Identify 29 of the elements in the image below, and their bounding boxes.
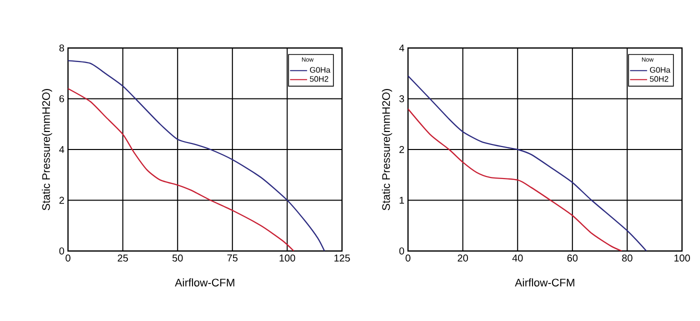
y-tick-label: 3 [399,95,404,102]
x-axis-title: Airflow-CFM [514,278,574,286]
y-axis-title: Static Pressure(mmH2O) [382,89,392,210]
line-series [408,108,622,251]
y-tick-label: 2 [59,196,64,204]
x-tick-label: 20 [458,254,468,262]
line-series [68,88,294,251]
y-tick-label: 0 [399,247,404,255]
y-tick-label: 6 [59,95,64,102]
y-tick-label: 0 [59,247,64,255]
x-tick-label: 0 [66,254,70,262]
x-tick-label: 100 [674,254,690,262]
x-tick-label: 75 [227,254,238,262]
x-tick-label: 40 [512,254,523,262]
x-tick-label: 100 [280,254,296,262]
y-tick-label: 4 [399,44,404,52]
x-tick-label: 80 [622,254,632,262]
x-tick-label: 50 [172,254,183,262]
line-series [408,75,647,251]
y-tick-label: 4 [59,146,64,153]
y-tick-label: 2 [399,146,404,153]
x-tick-label: 25 [118,254,128,262]
x-tick-label: 60 [567,254,578,262]
x-axis-title: Airflow-CFM [174,278,234,286]
x-tick-label: 0 [406,254,410,262]
y-axis-title: Static Pressure(mmH2O) [42,89,52,210]
y-tick-label: 1 [400,196,404,204]
y-tick-label: 8 [59,44,64,52]
x-tick-label: 125 [334,254,350,262]
